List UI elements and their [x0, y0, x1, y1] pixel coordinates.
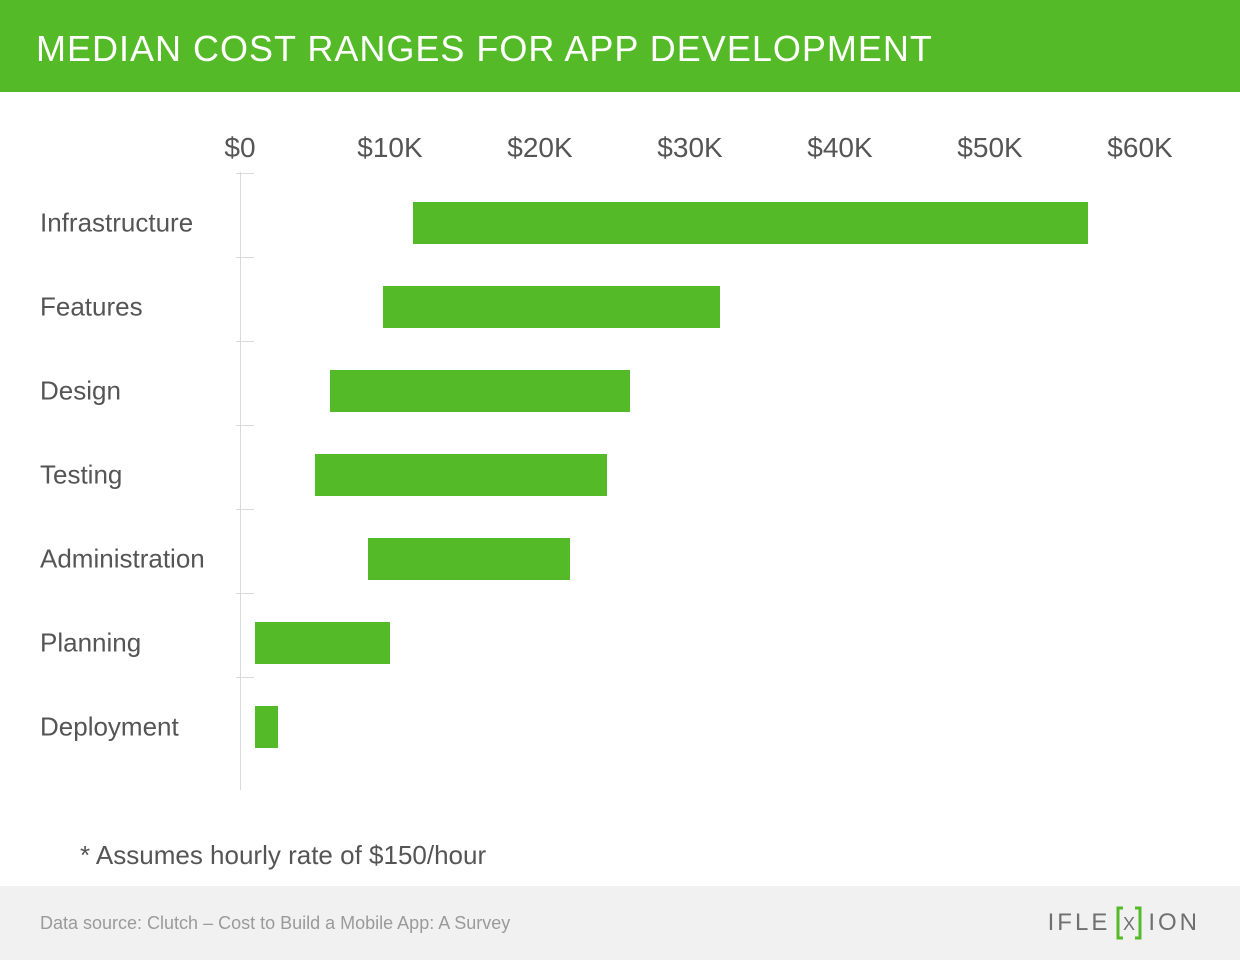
- chart-container: $0 $10K $20K $30K $40K $50K $60K Infrastructur…: [0, 92, 1240, 881]
- chart-row: Deployment: [240, 706, 1140, 748]
- logo-text-pre: IFLE: [1048, 909, 1111, 937]
- axis-tick: [236, 425, 254, 426]
- svg-text:X: X: [1123, 914, 1135, 934]
- category-label: Deployment: [40, 712, 230, 743]
- x-axis-tick-label: $10K: [357, 132, 422, 164]
- category-label: Features: [40, 292, 230, 323]
- chart-row: Infrastructure: [240, 202, 1140, 244]
- x-axis-tick-label: $30K: [657, 132, 722, 164]
- chart-row: Administration: [240, 538, 1140, 580]
- data-source-text: Data source: Clutch – Cost to Build a Mo…: [40, 913, 510, 934]
- range-bar: [368, 538, 571, 580]
- brand-logo: IFLE X ION: [1048, 905, 1200, 941]
- logo-bracket-icon: X: [1113, 905, 1145, 941]
- plot-area: Infrastructure Features Design Testing Admin…: [240, 182, 1140, 790]
- category-label: Planning: [40, 628, 230, 659]
- header-bar: MEDIAN COST RANGES FOR APP DEVELOPMENT: [0, 0, 1240, 92]
- category-label: Infrastructure: [40, 208, 230, 239]
- chart-row: Testing: [240, 454, 1140, 496]
- range-bar: [330, 370, 630, 412]
- x-axis-labels: $0$10K$20K$30K$40K$50K$60K: [240, 132, 1140, 182]
- category-label: Administration: [40, 544, 230, 575]
- axis-tick: [236, 341, 254, 342]
- axis-tick: [236, 257, 254, 258]
- range-bar: [255, 706, 278, 748]
- x-axis-tick-label: $60K: [1107, 132, 1172, 164]
- x-axis-tick-label: $20K: [507, 132, 572, 164]
- axis-tick: [236, 593, 254, 594]
- x-axis-tick-label: $40K: [807, 132, 872, 164]
- axis-tick: [236, 677, 254, 678]
- chart-row: Features: [240, 286, 1140, 328]
- range-bar: [255, 622, 390, 664]
- category-label: Testing: [40, 460, 230, 491]
- x-axis-tick-label: $0: [224, 132, 255, 164]
- logo-text-post: ION: [1148, 909, 1200, 937]
- chart-row: Planning: [240, 622, 1140, 664]
- range-bar: [383, 286, 721, 328]
- range-bar: [413, 202, 1088, 244]
- x-axis-tick-label: $50K: [957, 132, 1022, 164]
- category-label: Design: [40, 376, 230, 407]
- footer-bar: Data source: Clutch – Cost to Build a Mo…: [0, 886, 1240, 960]
- page-title: MEDIAN COST RANGES FOR APP DEVELOPMENT: [36, 28, 1204, 70]
- footnote-text: * Assumes hourly rate of $150/hour: [40, 810, 1200, 871]
- range-bar-chart: $0$10K$20K$30K$40K$50K$60K Infrastructur…: [240, 132, 1140, 810]
- range-bar: [315, 454, 608, 496]
- chart-row: Design: [240, 370, 1140, 412]
- axis-tick: [236, 509, 254, 510]
- axis-tick: [236, 173, 254, 174]
